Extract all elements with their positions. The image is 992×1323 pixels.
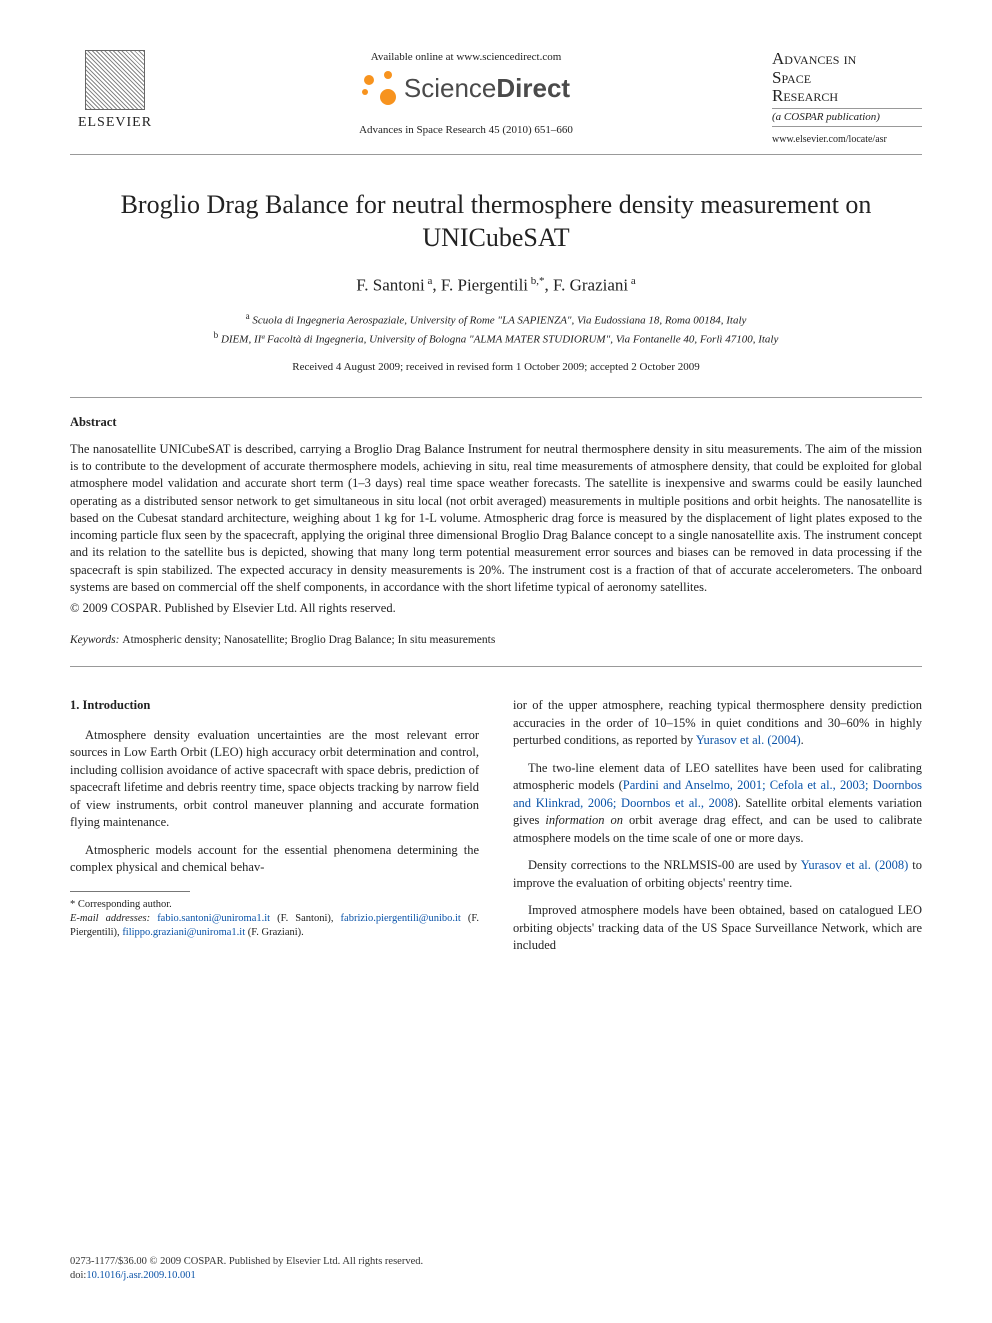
elsevier-name: ELSEVIER <box>70 114 160 133</box>
emails-label: E-mail addresses: <box>70 913 150 924</box>
abstract-top-rule <box>70 397 922 398</box>
affiliation-a: Scuola di Ingegneria Aerospaziale, Unive… <box>252 315 746 327</box>
body-paragraph: ior of the upper atmosphere, reaching ty… <box>513 697 922 750</box>
keywords-values: Atmospheric density; Nanosatellite; Brog… <box>122 634 495 646</box>
journal-citation: Advances in Space Research 45 (2010) 651… <box>180 123 752 138</box>
email-addresses: E-mail addresses: fabio.santoni@uniroma1… <box>70 912 479 940</box>
section-heading: 1. Introduction <box>70 697 479 715</box>
left-column: 1. Introduction Atmosphere density evalu… <box>70 697 479 965</box>
keywords-label: Keywords: <box>70 634 119 646</box>
doi-link[interactable]: 10.1016/j.asr.2009.10.001 <box>86 1270 195 1281</box>
page-footer: 0273-1177/$36.00 © 2009 COSPAR. Publishe… <box>70 1255 423 1283</box>
header-rule <box>70 154 922 155</box>
abstract-heading: Abstract <box>70 414 922 431</box>
authors: F. Santoni a, F. Piergentili b,*, F. Gra… <box>70 274 922 298</box>
journal-brand-box: Advances in Space Research (a COSPAR pub… <box>772 50 922 146</box>
abstract-bottom-rule <box>70 666 922 667</box>
journal-name: Advances in Space Research <box>772 50 922 106</box>
journal-tagline: (a COSPAR publication) <box>772 108 922 127</box>
body-paragraph: The two-line element data of LEO satelli… <box>513 760 922 848</box>
body-columns: 1. Introduction Atmosphere density evalu… <box>70 697 922 965</box>
body-paragraph: Atmosphere density evaluation uncertaint… <box>70 727 479 832</box>
sciencedirect-wordmark: ScienceDirect <box>404 71 570 106</box>
available-online-text: Available online at www.sciencedirect.co… <box>180 50 752 65</box>
footnotes: * Corresponding author. E-mail addresses… <box>70 898 479 941</box>
journal-url: www.elsevier.com/locate/asr <box>772 133 922 147</box>
sciencedirect-logo: ScienceDirect <box>362 71 570 107</box>
abstract-text: The nanosatellite UNICubeSAT is describe… <box>70 441 922 596</box>
right-column: ior of the upper atmosphere, reaching ty… <box>513 697 922 965</box>
sciencedirect-icon <box>362 71 398 107</box>
citation-link[interactable]: Yurasov et al. (2008) <box>801 858 909 872</box>
elsevier-tree-icon <box>85 50 145 110</box>
citation-link[interactable]: Yurasov et al. (2004) <box>696 733 801 747</box>
body-paragraph: Density corrections to the NRLMSIS-00 ar… <box>513 857 922 892</box>
affiliations: a Scuola di Ingegneria Aerospaziale, Uni… <box>70 310 922 348</box>
article-title: Broglio Drag Balance for neutral thermos… <box>70 189 922 254</box>
footnote-rule <box>70 891 190 892</box>
keywords: Keywords: Atmospheric density; Nanosatel… <box>70 633 922 649</box>
journal-header: ELSEVIER Available online at www.science… <box>70 50 922 146</box>
body-paragraph: Atmospheric models account for the essen… <box>70 842 479 877</box>
doi-line: doi:10.1016/j.asr.2009.10.001 <box>70 1269 423 1283</box>
body-paragraph: Improved atmosphere models have been obt… <box>513 902 922 955</box>
corresponding-author: * Corresponding author. <box>70 898 479 912</box>
email-link[interactable]: fabrizio.piergentili@unibo.it <box>341 913 461 924</box>
article-dates: Received 4 August 2009; received in revi… <box>70 360 922 375</box>
email-link[interactable]: filippo.graziani@uniroma1.it <box>122 927 245 938</box>
header-center: Available online at www.sciencedirect.co… <box>160 50 772 138</box>
email-link[interactable]: fabio.santoni@uniroma1.it <box>157 913 270 924</box>
affiliation-b: DIEM, IIª Facoltà di Ingegneria, Univers… <box>221 334 778 346</box>
elsevier-logo: ELSEVIER <box>70 50 160 133</box>
copyright-line: © 2009 COSPAR. Published by Elsevier Ltd… <box>70 600 922 617</box>
issn-line: 0273-1177/$36.00 © 2009 COSPAR. Publishe… <box>70 1255 423 1269</box>
